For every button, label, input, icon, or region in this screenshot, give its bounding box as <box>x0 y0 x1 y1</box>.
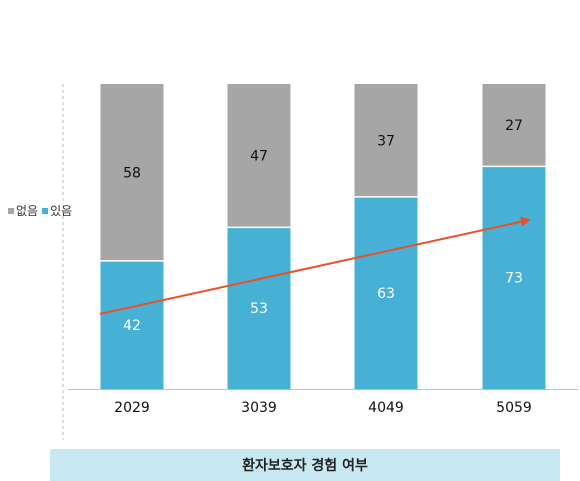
data-label: 58 <box>123 165 141 181</box>
bar-segment <box>227 227 291 389</box>
bar-segment <box>100 84 164 261</box>
x-tick-label: 3039 <box>241 400 277 416</box>
legend-item-yes: 있음 <box>42 202 72 219</box>
x-tick-label: 2029 <box>114 400 150 416</box>
legend-label-none: 없음 <box>16 204 39 218</box>
trend-arrow-line <box>99 219 526 315</box>
data-label: 27 <box>505 118 523 134</box>
chart-legend: 없음 있음 <box>8 202 72 219</box>
bar-segment <box>354 196 418 389</box>
bar-segment <box>100 260 164 389</box>
legend-label-yes: 있음 <box>50 204 73 218</box>
legend-swatch-none <box>8 207 14 214</box>
data-label: 63 <box>377 286 395 302</box>
bar-segment <box>354 84 418 197</box>
data-label: 53 <box>250 301 268 317</box>
data-label: 47 <box>250 149 268 165</box>
bar-segment <box>482 166 546 389</box>
x-tick-label: 4049 <box>368 400 404 416</box>
data-label: 73 <box>505 271 523 287</box>
data-label: 42 <box>123 318 141 334</box>
x-tick-label: 5059 <box>496 400 532 416</box>
data-label: 37 <box>377 133 395 149</box>
legend-item-none: 없음 <box>8 202 38 219</box>
bar-segment <box>227 84 291 228</box>
trend-arrow-head <box>520 216 531 227</box>
bar-segment <box>482 84 546 167</box>
x-axis-caption: 환자보호자 경험 여부 <box>50 449 560 481</box>
legend-swatch-yes <box>42 207 49 214</box>
